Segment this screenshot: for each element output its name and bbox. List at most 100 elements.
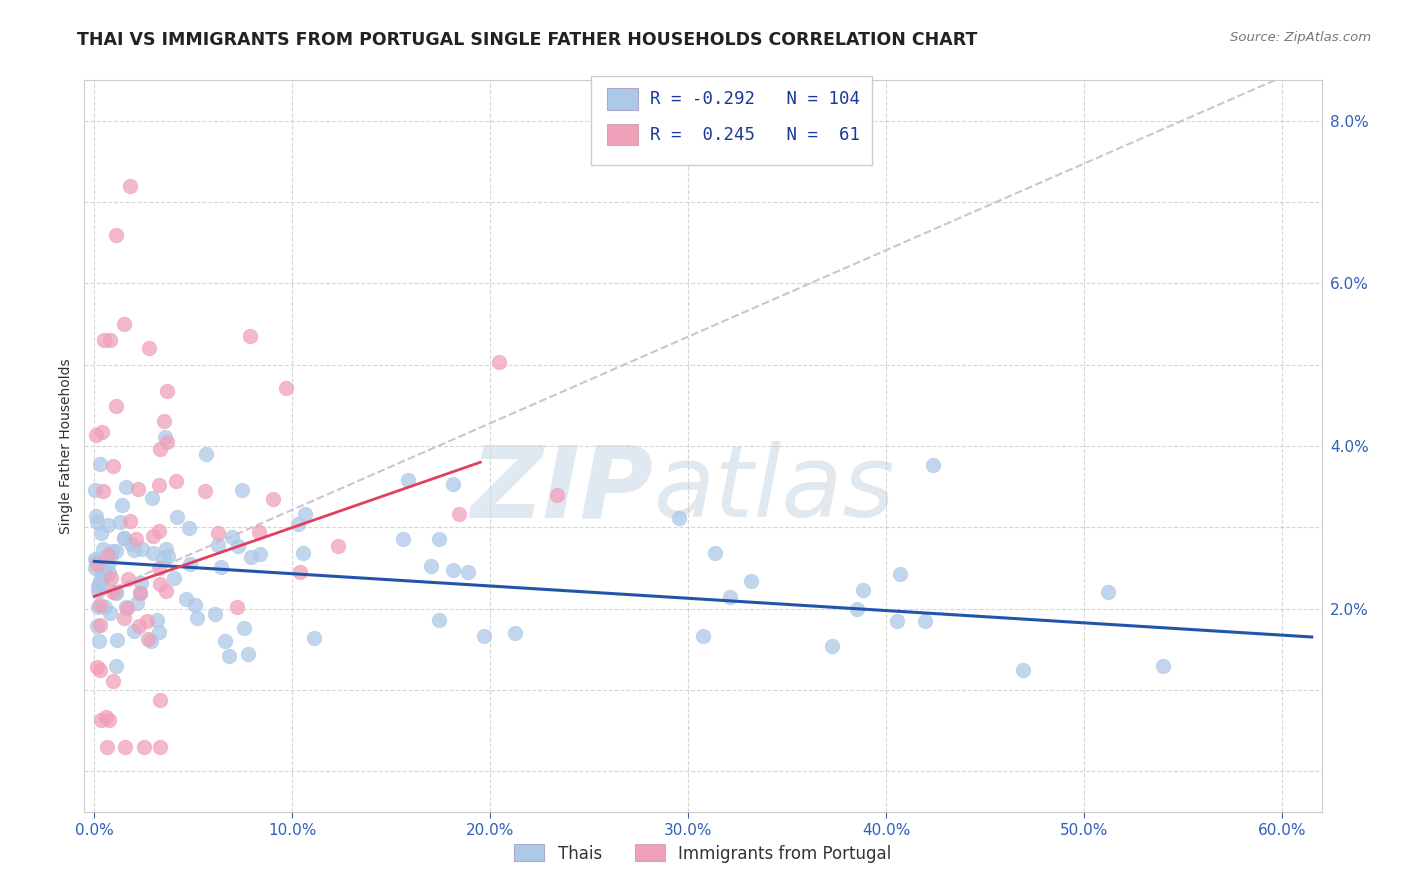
Text: THAI VS IMMIGRANTS FROM PORTUGAL SINGLE FATHER HOUSEHOLDS CORRELATION CHART: THAI VS IMMIGRANTS FROM PORTUGAL SINGLE … bbox=[77, 31, 977, 49]
Point bbox=[148, 524, 170, 538]
Point bbox=[136, 632, 159, 646]
Point bbox=[125, 596, 148, 610]
Point bbox=[153, 430, 176, 444]
Point bbox=[86, 558, 108, 572]
Point bbox=[97, 566, 120, 581]
Point bbox=[97, 558, 120, 572]
Point bbox=[93, 334, 115, 348]
Point bbox=[420, 559, 443, 574]
Point bbox=[91, 484, 114, 499]
Point bbox=[449, 507, 471, 521]
Point bbox=[97, 548, 120, 562]
Point bbox=[427, 613, 450, 627]
Text: R =  0.245   N =  61: R = 0.245 N = 61 bbox=[650, 126, 859, 144]
Point bbox=[91, 541, 114, 556]
Point bbox=[225, 599, 247, 614]
Point bbox=[87, 579, 110, 593]
Point bbox=[294, 507, 316, 521]
Point bbox=[105, 659, 128, 673]
Point bbox=[149, 693, 172, 707]
Point bbox=[291, 546, 314, 560]
Point bbox=[392, 532, 415, 546]
Point bbox=[152, 550, 174, 565]
Point bbox=[135, 615, 157, 629]
Point bbox=[184, 598, 207, 612]
Point bbox=[91, 425, 114, 439]
Point bbox=[118, 178, 141, 193]
Point bbox=[427, 532, 450, 546]
Point bbox=[87, 578, 110, 592]
Point bbox=[101, 459, 124, 474]
Point bbox=[218, 648, 240, 663]
Point bbox=[233, 621, 256, 635]
Point bbox=[703, 546, 725, 560]
Point bbox=[122, 624, 145, 639]
Point bbox=[112, 317, 135, 331]
Point bbox=[194, 447, 217, 461]
Point bbox=[141, 491, 163, 505]
Point bbox=[91, 559, 114, 574]
Point bbox=[89, 574, 111, 589]
Point bbox=[84, 508, 107, 523]
Point bbox=[98, 714, 121, 728]
Point bbox=[104, 585, 127, 599]
Point bbox=[112, 611, 135, 625]
Point bbox=[104, 544, 127, 558]
Point bbox=[98, 334, 121, 348]
Point bbox=[148, 625, 170, 640]
Point bbox=[111, 498, 134, 512]
Point bbox=[87, 558, 110, 573]
Text: R = -0.292   N = 104: R = -0.292 N = 104 bbox=[650, 90, 859, 108]
Point bbox=[852, 583, 875, 598]
Point bbox=[457, 565, 479, 579]
Point bbox=[1097, 585, 1119, 599]
Point bbox=[97, 517, 120, 532]
Point bbox=[112, 531, 135, 545]
Point bbox=[87, 583, 110, 598]
Point bbox=[86, 515, 108, 529]
Point bbox=[114, 739, 136, 754]
Point bbox=[472, 629, 495, 643]
Point bbox=[692, 629, 714, 643]
Point bbox=[488, 355, 510, 369]
Point bbox=[100, 549, 122, 563]
Point bbox=[821, 640, 844, 654]
Point bbox=[87, 634, 110, 648]
Point bbox=[1152, 659, 1174, 673]
Point bbox=[84, 483, 107, 497]
Point bbox=[238, 647, 260, 661]
Point bbox=[142, 546, 165, 560]
Point bbox=[122, 543, 145, 558]
Point bbox=[120, 537, 142, 551]
Point bbox=[117, 601, 139, 615]
Point bbox=[146, 613, 169, 627]
Point bbox=[211, 560, 233, 574]
Point bbox=[326, 539, 349, 553]
Point bbox=[91, 575, 114, 590]
Point bbox=[84, 427, 107, 442]
Point bbox=[396, 474, 419, 488]
Point bbox=[100, 571, 122, 585]
Point bbox=[290, 565, 312, 579]
Point bbox=[247, 524, 270, 539]
Point bbox=[117, 572, 139, 586]
Point bbox=[207, 526, 229, 541]
Point bbox=[846, 601, 869, 615]
Text: Source: ZipAtlas.com: Source: ZipAtlas.com bbox=[1230, 31, 1371, 45]
Point bbox=[89, 598, 111, 612]
Point bbox=[148, 561, 170, 575]
Point bbox=[105, 227, 128, 242]
Y-axis label: Single Father Households: Single Father Households bbox=[59, 359, 73, 533]
Point bbox=[503, 626, 526, 640]
Point bbox=[239, 329, 262, 343]
Point bbox=[155, 541, 177, 556]
Point bbox=[94, 710, 117, 724]
Point bbox=[104, 400, 127, 414]
Point bbox=[86, 660, 108, 674]
Point bbox=[149, 739, 172, 754]
Point bbox=[914, 614, 936, 628]
Point bbox=[163, 571, 186, 585]
Point bbox=[134, 739, 156, 754]
Point bbox=[155, 584, 177, 599]
Point bbox=[149, 442, 172, 456]
